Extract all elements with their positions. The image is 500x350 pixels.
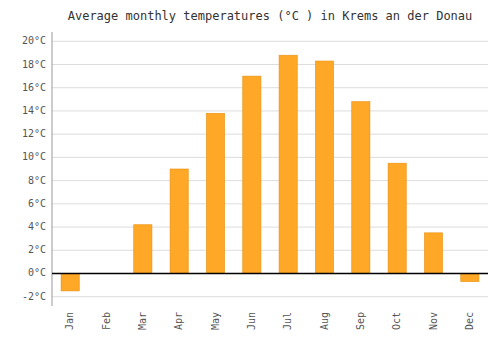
grid-line <box>52 41 488 42</box>
bar <box>352 102 370 274</box>
bar <box>388 163 406 273</box>
grid-line <box>52 110 488 111</box>
x-axis: Jan Feb Mar Apr May Jun Jul Aug Sep Oct Nov Dec <box>64 312 475 330</box>
grid-line <box>52 64 488 65</box>
grid-line <box>52 250 488 251</box>
chart: -2°C 0°C 2°C 4°C 6°C 8°C 10°C 12°C 14°C 16°C 18°C 2… <box>0 0 500 350</box>
y-tick-label: 14°C <box>22 105 46 116</box>
bar <box>315 61 333 273</box>
bar <box>61 273 79 290</box>
y-tick-label: 6°C <box>28 198 46 209</box>
x-tick-label: Apr <box>173 312 184 330</box>
y-tick-label: 2°C <box>28 244 46 255</box>
x-tick-label: Jun <box>246 312 257 330</box>
title: Average monthly temperatures (°C ) in Kr… <box>68 9 473 23</box>
grid-line <box>52 157 488 158</box>
x-tick-label: Aug <box>319 312 330 330</box>
x-tick-label: Mar <box>137 312 148 330</box>
bar <box>206 113 224 273</box>
y-tick-label: 4°C <box>28 221 46 232</box>
grid-line <box>52 203 488 204</box>
bar <box>461 273 479 281</box>
grid-line <box>52 273 488 274</box>
bar <box>134 225 152 274</box>
grid <box>52 41 488 296</box>
zero-line <box>52 273 488 275</box>
grid-line <box>52 87 488 88</box>
x-tick-label: May <box>210 312 221 330</box>
x-tick-label: Nov <box>428 312 439 330</box>
x-tick-label: Jul <box>282 312 293 330</box>
y-axis: -2°C 0°C 2°C 4°C 6°C 8°C 10°C 12°C 14°C 16°C 18°C 2… <box>22 35 46 301</box>
y-tick-label: 16°C <box>22 82 46 93</box>
y-axis-line <box>52 32 53 306</box>
bar <box>424 233 442 274</box>
y-tick-label: 12°C <box>22 128 46 139</box>
bar <box>170 169 188 273</box>
y-tick-label: 8°C <box>28 175 46 186</box>
grid-line <box>52 227 488 228</box>
x-tick-label: Jan <box>64 312 75 330</box>
x-tick-label: Oct <box>391 312 402 330</box>
y-tick-label: 0°C <box>28 267 46 278</box>
y-tick-label: -2°C <box>22 291 46 302</box>
bar <box>279 55 297 273</box>
grid-line <box>52 180 488 181</box>
bars <box>61 55 479 291</box>
x-tick-label: Feb <box>101 312 112 330</box>
grid-line <box>52 134 488 135</box>
bar <box>243 76 261 273</box>
y-tick-label: 20°C <box>22 35 46 46</box>
y-tick-label: 10°C <box>22 151 46 162</box>
y-tick-label: 18°C <box>22 59 46 70</box>
grid-line <box>52 296 488 297</box>
x-tick-label: Sep <box>355 312 366 330</box>
x-tick-label: Dec <box>464 312 475 330</box>
